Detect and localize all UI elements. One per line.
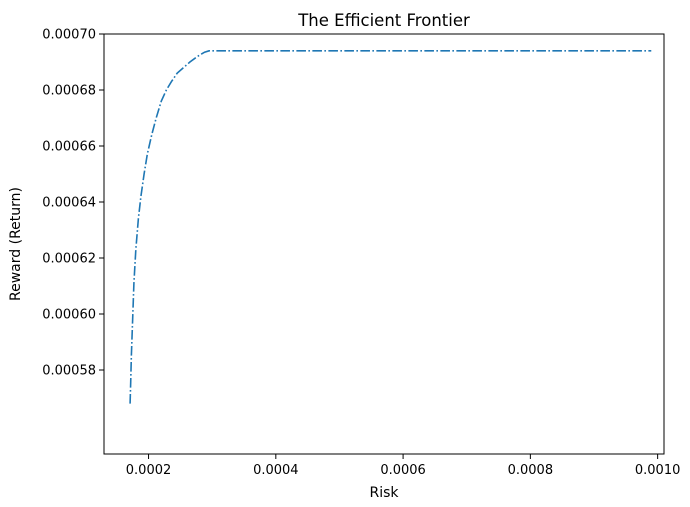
y-axis: 0.00058 0.00060 0.00062 0.00064 0.00066 0.000… bbox=[42, 28, 104, 379]
y-tick-label: 0.00062 bbox=[42, 252, 96, 267]
x-tick-label: 0.0002 bbox=[126, 463, 172, 478]
x-tick-label: 0.0010 bbox=[635, 463, 681, 478]
y-tick-label: 0.00068 bbox=[42, 84, 96, 99]
frontier-line bbox=[129, 50, 652, 404]
x-tick-label: 0.0008 bbox=[508, 463, 554, 478]
y-tick-label: 0.00064 bbox=[42, 196, 96, 211]
x-axis: 0.0002 0.0004 0.0006 0.0008 0.0010 bbox=[126, 454, 681, 478]
chart-title: The Efficient Frontier bbox=[297, 11, 470, 30]
y-axis-label: Reward (Return) bbox=[8, 187, 24, 301]
x-tick-label: 0.0006 bbox=[380, 463, 426, 478]
y-tick-label: 0.00070 bbox=[42, 28, 96, 43]
y-tick-label: 0.00060 bbox=[42, 308, 96, 323]
y-tick-label: 0.00058 bbox=[42, 364, 96, 379]
x-tick-label: 0.0004 bbox=[253, 463, 299, 478]
x-axis-label: Risk bbox=[369, 485, 399, 501]
plot-area bbox=[103, 33, 665, 455]
y-tick-label: 0.00066 bbox=[42, 140, 96, 155]
